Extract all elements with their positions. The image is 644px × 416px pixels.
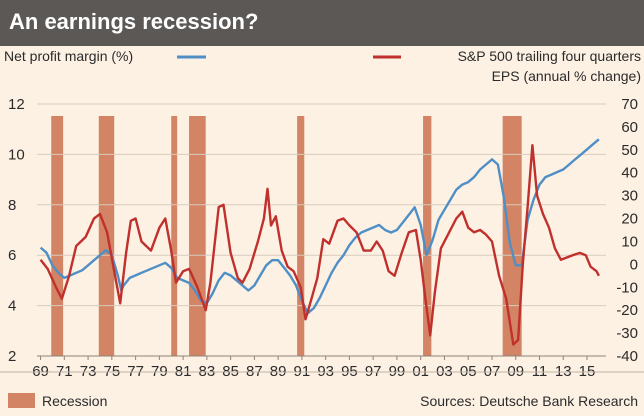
series-line-net-profit-margin: [39, 138, 600, 315]
right-tick-label: 10: [621, 233, 638, 250]
right-tick-label: 60: [621, 119, 638, 136]
left-tick-label: 10: [8, 146, 25, 163]
series-line-eps-change: [39, 144, 600, 346]
recession-bars: [51, 116, 522, 356]
right-tick-label: 0: [630, 256, 638, 273]
recession-bar-0: [51, 116, 64, 356]
right-axis-label-line-1: S&P 500 trailing four quarters: [458, 48, 641, 64]
source-note: Sources: Deutsche Bank Research: [420, 393, 638, 409]
recession-bar-5: [423, 116, 432, 356]
title-bar: [0, 0, 644, 46]
recession-bar-2: [171, 116, 178, 356]
right-axis-ticks: -40 -30 -20 -10 0 10 20 30 40 50 60 70: [616, 96, 638, 365]
left-tick-label: 8: [8, 197, 16, 214]
right-tick-label: -40: [616, 348, 638, 365]
page-title: An earnings recession?: [9, 9, 259, 34]
left-axis-label: Net profit margin (%): [4, 48, 133, 64]
chart: Net profit margin (%) S&P 500 trailing f…: [0, 48, 644, 409]
x-axis-ticks: 69 71 73 75 77 79 81 83 85 87 89 91 93 95 97 99 01 03 05 07…: [32, 355, 606, 380]
right-tick-label: -10: [616, 279, 638, 296]
left-tick-label: 2: [8, 348, 16, 365]
right-tick-label: -30: [616, 325, 638, 342]
left-tick-label: 4: [8, 298, 16, 315]
right-tick-label: 50: [621, 142, 638, 159]
recession-bar-1: [98, 116, 115, 356]
recession-bar-6: [502, 116, 522, 356]
right-tick-label: 70: [621, 96, 638, 113]
recession-bar-4: [297, 116, 305, 356]
recession-legend-swatch: [8, 393, 35, 408]
gridlines: [37, 103, 606, 357]
right-axis-label-line-2: EPS (annual % change): [492, 68, 641, 84]
left-axis-ticks: 2 4 6 8 10 12: [8, 96, 25, 365]
right-tick-label: 40: [621, 165, 638, 182]
right-tick-label: 30: [621, 188, 638, 205]
right-tick-label: 20: [621, 211, 638, 228]
recession-legend-label: Recession: [42, 393, 107, 409]
left-tick-label: 6: [8, 247, 16, 264]
right-tick-label: -20: [616, 302, 638, 319]
left-tick-label: 12: [8, 96, 25, 113]
recession-bar-3: [189, 116, 206, 356]
